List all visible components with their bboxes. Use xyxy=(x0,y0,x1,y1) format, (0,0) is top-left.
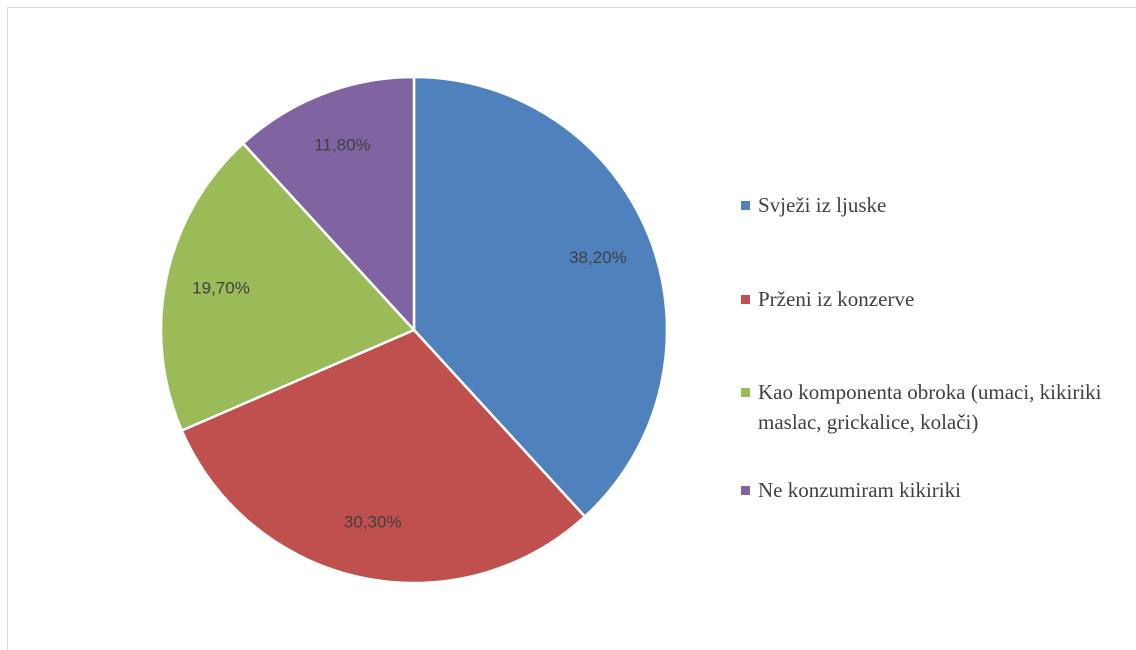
legend-item: Ne konzumiram kikiriki xyxy=(741,475,1111,505)
legend-label: Prženi iz konzerve xyxy=(758,287,915,311)
data-label: 11,80% xyxy=(314,136,370,155)
legend-swatch xyxy=(741,295,750,304)
data-label: 38,20% xyxy=(569,248,627,267)
legend-label: Kao komponenta obroka (umaci, kikiriki m… xyxy=(758,380,1102,434)
data-label: 30,30% xyxy=(344,512,402,531)
pie-slice xyxy=(180,328,587,585)
legend-swatch xyxy=(741,201,750,210)
legend-item: Kao komponenta obroka (umaci, kikiriki m… xyxy=(741,377,1111,437)
legend-swatch xyxy=(741,388,750,397)
legend-item: Prženi iz konzerve xyxy=(741,284,1111,314)
data-label: 19,70% xyxy=(192,278,250,297)
pie-slice xyxy=(241,75,416,334)
pie-slice xyxy=(412,75,669,519)
legend-swatch xyxy=(741,486,750,495)
legend-label: Svježi iz ljuske xyxy=(758,193,887,217)
legend-label: Ne konzumiram kikiriki xyxy=(758,478,961,502)
pie-slice xyxy=(159,141,417,433)
legend-item: Svježi iz ljuske xyxy=(741,190,1111,220)
chart-frame xyxy=(7,7,1136,650)
